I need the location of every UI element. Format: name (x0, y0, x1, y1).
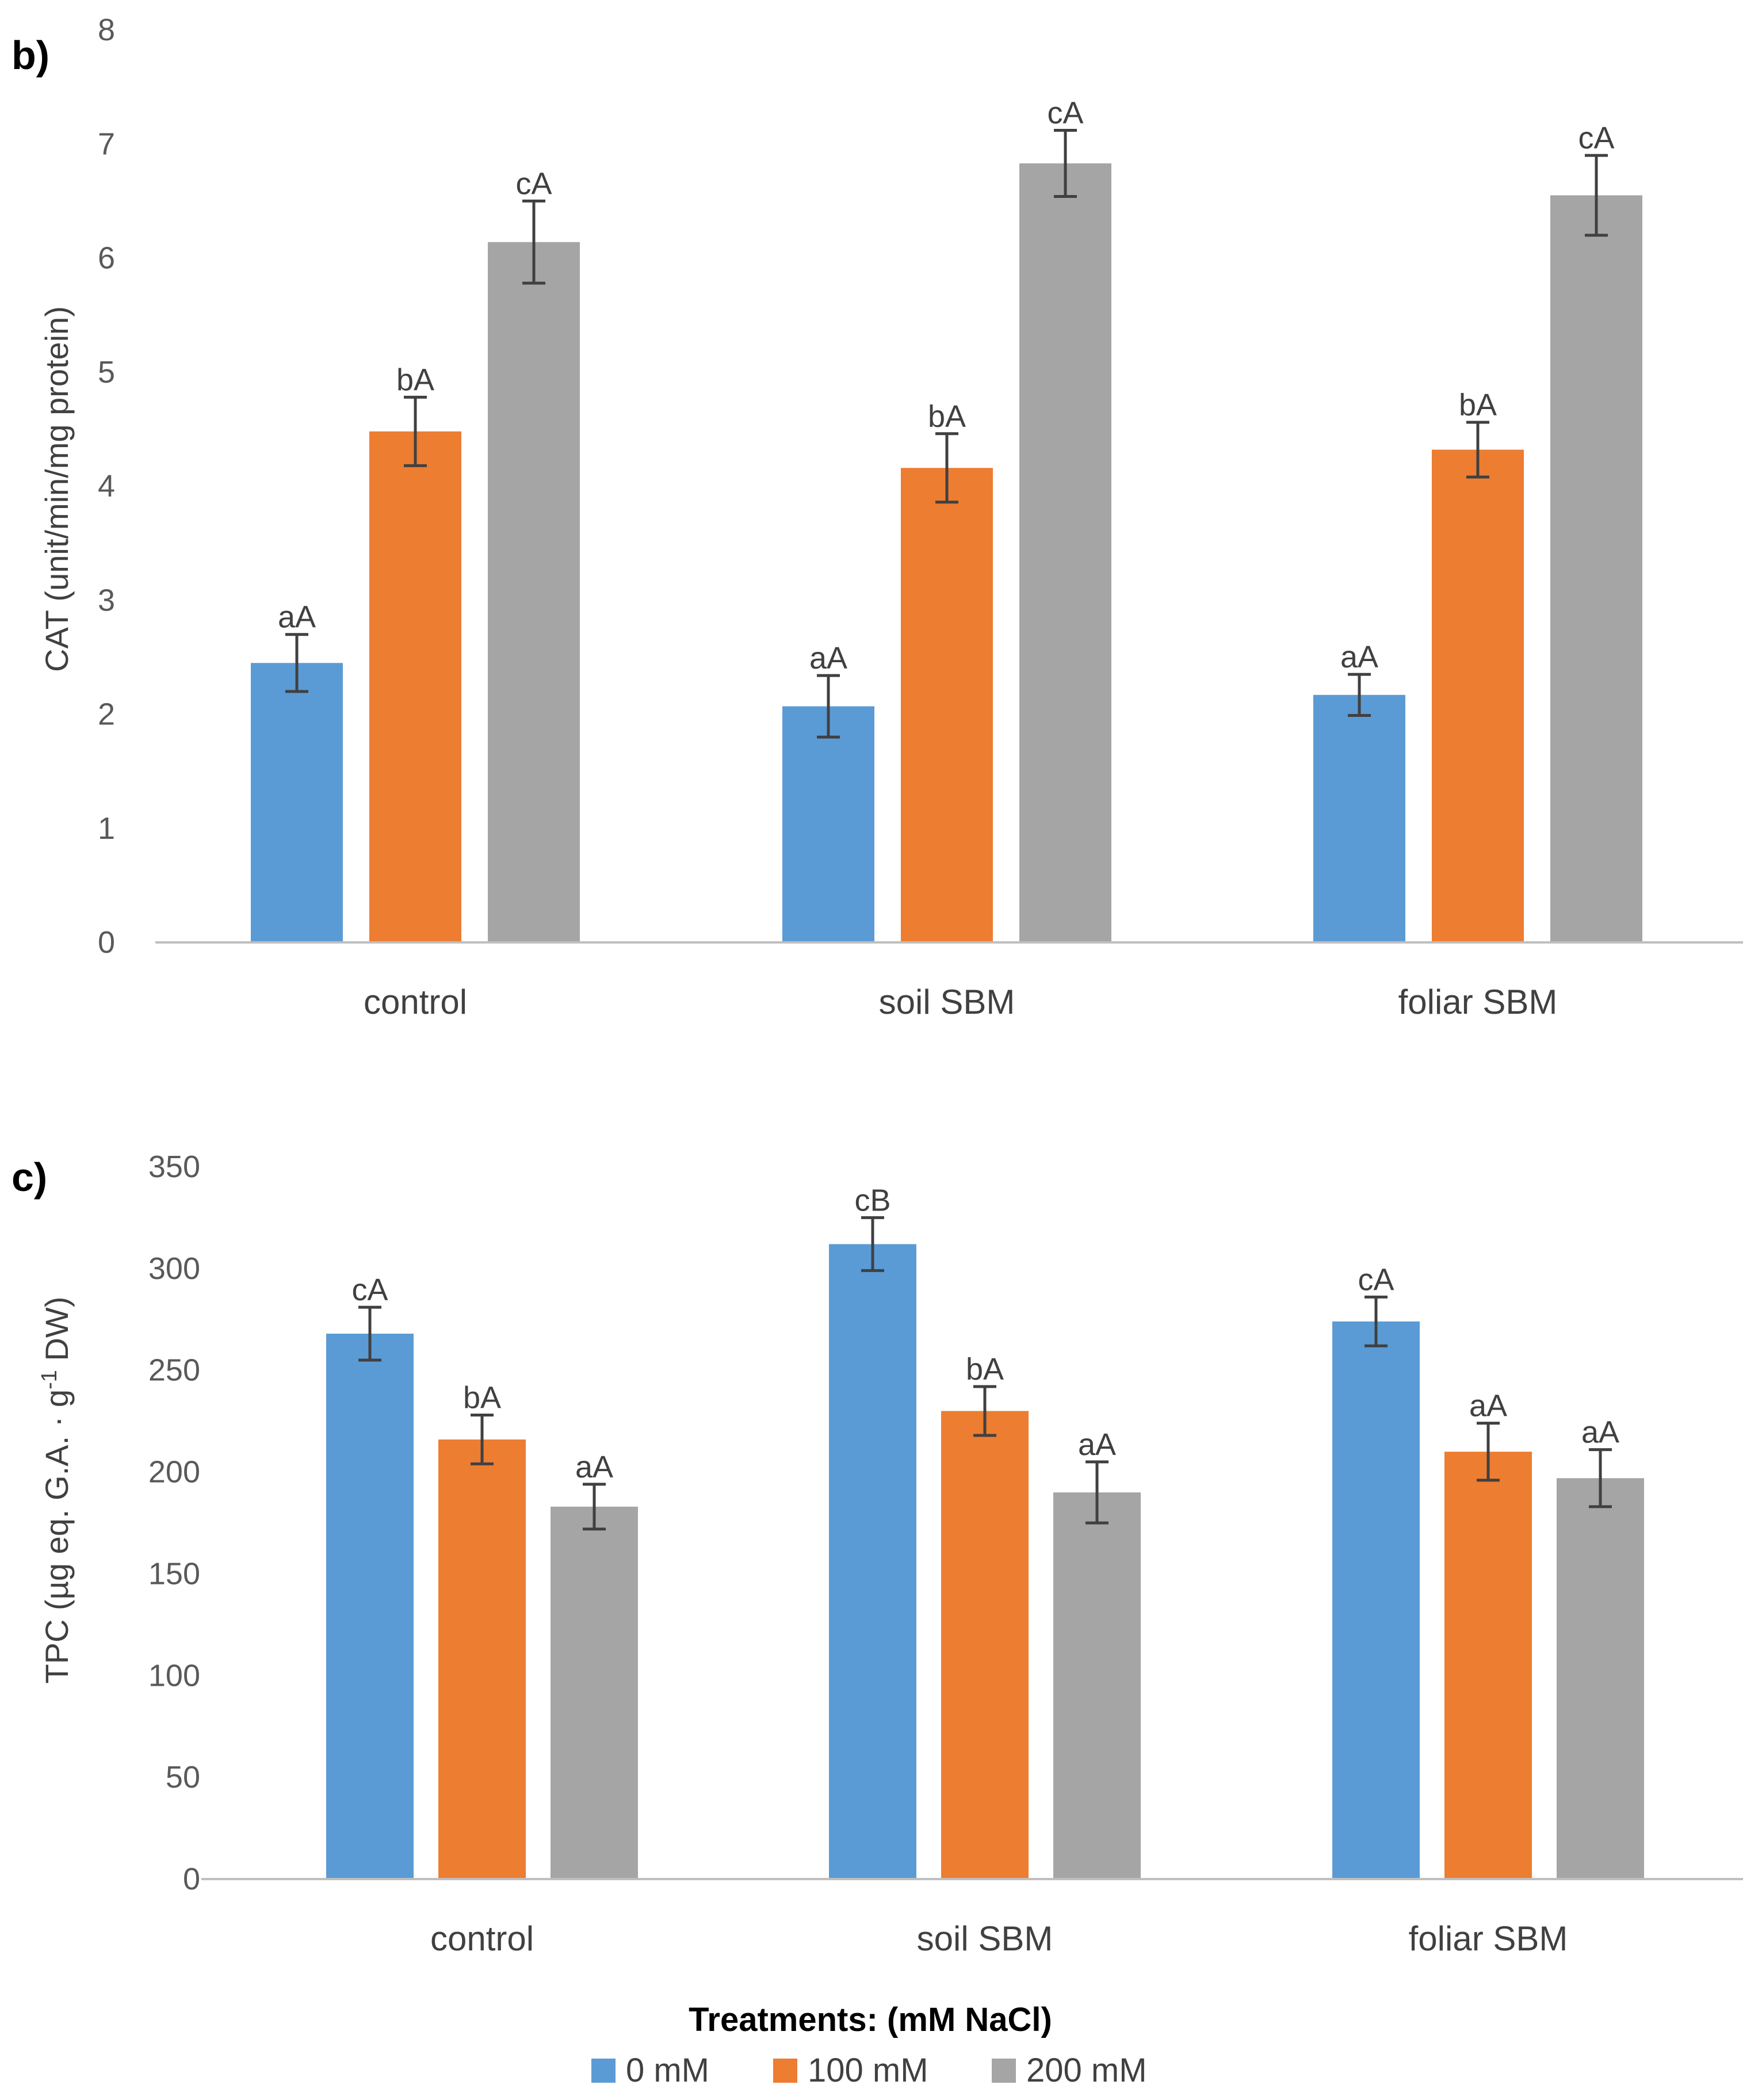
y-ticks-b: 0 1 2 3 4 5 6 7 8 (98, 13, 115, 960)
bar-c-control-200-mm (551, 1506, 638, 1879)
bar-c-soil-sbm-0-mm (829, 1244, 916, 1879)
legend: Treatments: (mM NaCl) 0 mM 100 mM 200 mM (591, 2001, 1147, 2089)
bar-b-control-0-mm (251, 663, 343, 942)
bar-b-control-200-mm (488, 242, 580, 942)
y-tick-label-b: 6 (98, 241, 115, 276)
x-category-label-c-soil-sbm: soil SBM (917, 1919, 1053, 1958)
bar-b-foliar-sbm-100-mm (1432, 449, 1524, 942)
data-label-c-foliar-sbm-100-mm: aA (1469, 1389, 1507, 1423)
y-axis-label-c-tail: DW) (39, 1297, 75, 1370)
y-tick-label-c: 0 (183, 1862, 200, 1896)
bar-c-soil-sbm-100-mm (941, 1411, 1029, 1879)
data-label-c-soil-sbm-200-mm: aA (1078, 1427, 1116, 1462)
bar-c-foliar-sbm-0-mm (1332, 1321, 1420, 1879)
x-category-label-c-control: control (430, 1919, 534, 1958)
data-label-c-soil-sbm-0-mm: cB (854, 1183, 890, 1217)
data-label-c-control-100-mm: bA (463, 1381, 501, 1415)
y-tick-label-c: 350 (148, 1150, 200, 1184)
y-tick-label-b: 7 (98, 127, 115, 161)
y-tick-label-b: 8 (98, 13, 115, 47)
chart-panel-b: b) CAT (unit/min/mg protein) 0 1 2 3 4 5 6 7 8 a… (12, 13, 1743, 1021)
bar-b-foliar-sbm-0-mm (1313, 694, 1405, 942)
data-label-c-control-200-mm: aA (575, 1450, 613, 1484)
y-tick-label-c: 300 (148, 1251, 200, 1286)
legend-swatch-200mm (992, 2059, 1016, 2083)
legend-label-0mm: 0 mM (626, 2052, 709, 2089)
legend-label-200mm: 200 mM (1026, 2052, 1147, 2089)
x-categories-b: control soil SBM foliar SBM (155, 941, 1743, 1021)
data-label-c-foliar-sbm-0-mm: cA (1358, 1262, 1394, 1297)
x-category-label-b-foliar-sbm: foliar SBM (1398, 983, 1558, 1021)
data-label-c-control-0-mm: cA (351, 1273, 388, 1307)
x-categories-c: control soil SBM foliar SBM (201, 1878, 1743, 1958)
bars-b: aA aA aA bA bA bA cA cA cA (251, 96, 1642, 942)
x-category-label-c-foliar-sbm: foliar SBM (1409, 1919, 1568, 1958)
data-label-c-foliar-sbm-200-mm: aA (1581, 1415, 1619, 1450)
data-label-b-foliar-sbm-0-mm: aA (1340, 640, 1378, 674)
y-axis-label-c-superscript: -1 (37, 1370, 62, 1389)
chart-panel-c: c) TPC (µg eq. G.A. · g-1 DW) 0 50 100 150 2… (12, 1150, 1743, 1958)
data-label-b-foliar-sbm-100-mm: bA (1459, 388, 1497, 422)
y-tick-label-b: 0 (98, 925, 115, 960)
data-label-b-control-100-mm: bA (396, 362, 434, 397)
bar-b-foliar-sbm-200-mm (1550, 195, 1642, 942)
y-axis-label-b: CAT (unit/min/mg protein) (39, 306, 75, 672)
legend-swatch-100mm (773, 2059, 797, 2083)
data-label-b-soil-sbm-0-mm: aA (809, 641, 847, 675)
panel-label-b: b) (12, 33, 49, 78)
y-tick-label-c: 150 (148, 1556, 200, 1591)
bar-c-foliar-sbm-100-mm (1444, 1452, 1532, 1879)
bars-c: cA cB cA bA bA aA aA aA aA (326, 1183, 1644, 1879)
bar-c-foliar-sbm-200-mm (1557, 1478, 1644, 1879)
data-label-b-foliar-sbm-200-mm: cA (1578, 121, 1614, 155)
data-label-b-soil-sbm-100-mm: bA (928, 399, 966, 434)
y-axis-label-c: TPC (µg eq. G.A. · g-1 DW) (37, 1297, 75, 1684)
bar-c-control-100-mm (438, 1439, 526, 1879)
panel-label-c: c) (12, 1155, 47, 1200)
y-tick-label-b: 5 (98, 355, 115, 390)
y-tick-label-b: 3 (98, 583, 115, 617)
y-tick-label-c: 200 (148, 1455, 200, 1490)
bar-b-soil-sbm-0-mm (782, 706, 874, 942)
y-tick-label-c: 100 (148, 1658, 200, 1693)
legend-swatch-0mm (591, 2059, 616, 2083)
x-category-label-b-control: control (364, 983, 467, 1021)
y-ticks-c: 0 50 100 150 200 250 300 350 (148, 1150, 200, 1896)
legend-title: Treatments: (mM NaCl) (689, 2001, 1052, 2038)
bar-c-soil-sbm-200-mm (1053, 1492, 1141, 1879)
y-tick-label-b: 1 (98, 811, 115, 846)
data-label-b-control-0-mm: aA (278, 600, 316, 635)
y-tick-label-b: 2 (98, 697, 115, 732)
x-category-label-b-soil-sbm: soil SBM (879, 983, 1015, 1021)
y-tick-label-c: 50 (166, 1760, 200, 1794)
legend-item-0mm: 0 mM (591, 2052, 709, 2089)
bar-b-control-100-mm (369, 431, 461, 942)
y-tick-label-c: 250 (148, 1353, 200, 1388)
data-label-c-soil-sbm-100-mm: bA (966, 1352, 1004, 1387)
legend-item-200mm: 200 mM (992, 2052, 1147, 2089)
legend-item-100mm: 100 mM (773, 2052, 928, 2089)
bar-b-soil-sbm-100-mm (901, 468, 993, 942)
y-axis-label-c-main: TPC (µg eq. G.A. · g (39, 1389, 75, 1684)
bar-b-soil-sbm-200-mm (1019, 163, 1111, 942)
y-tick-label-b: 4 (98, 469, 115, 503)
data-label-b-control-200-mm: cA (515, 166, 552, 201)
legend-label-100mm: 100 mM (808, 2052, 928, 2089)
data-label-b-soil-sbm-200-mm: cA (1047, 96, 1083, 130)
bar-c-control-0-mm (326, 1334, 414, 1879)
